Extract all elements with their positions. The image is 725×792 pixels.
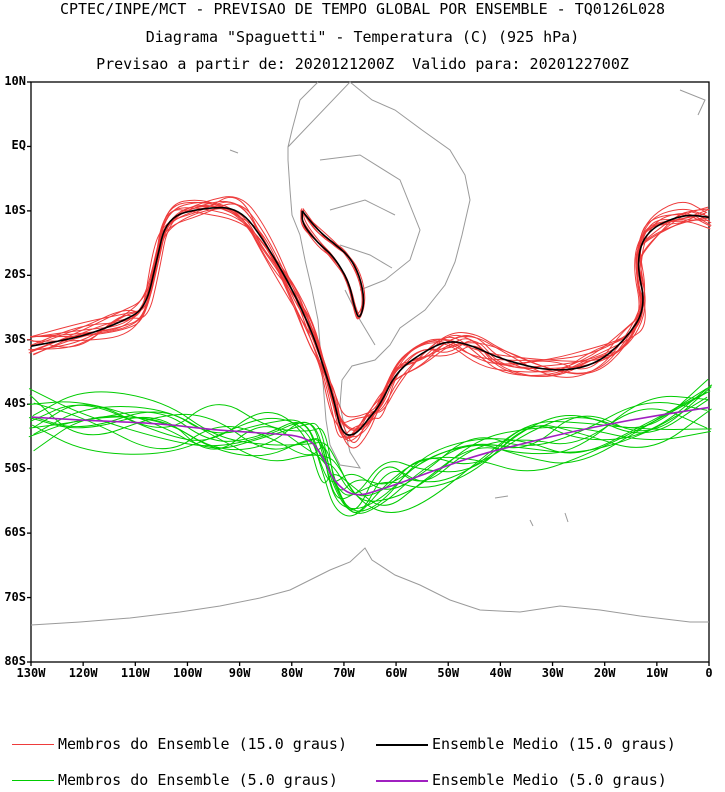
- lat-label-60S: 60S: [4, 525, 26, 540]
- coastlines: [30, 81, 709, 626]
- lon-label-10W: 10W: [646, 666, 668, 680]
- lat-label-50S: 50S: [4, 460, 26, 475]
- lon-label-100W: 100W: [173, 666, 202, 680]
- members-5-isolines: [28, 378, 713, 517]
- antarctica-coast: [30, 547, 709, 626]
- lon-label-110W: 110W: [120, 666, 150, 680]
- lon-label-90W: 90W: [228, 666, 251, 680]
- map-frame: [30, 81, 710, 663]
- member-15-isoline: [26, 205, 706, 439]
- lon-label-130W: 130W: [16, 666, 46, 680]
- lon-label-0: 0: [705, 666, 713, 680]
- lat-label-70S: 70S: [4, 589, 26, 604]
- legend-mean15-swatch: [376, 744, 428, 746]
- lat-label-40S: 40S: [4, 396, 26, 411]
- lat-label-80S: 80S: [4, 654, 26, 668]
- axis-ticks: [27, 81, 710, 666]
- member-15-isoline: [29, 203, 709, 431]
- member-5-isoline: [28, 388, 708, 510]
- member-5-isoline: [29, 395, 709, 506]
- lon-label-50W: 50W: [437, 666, 460, 680]
- mean-5-isoline: [30, 406, 710, 496]
- islands: [229, 89, 706, 527]
- lon-label-20W: 20W: [593, 666, 616, 680]
- legend-mean15-label: Ensemble Medio (15.0 graus): [432, 735, 676, 753]
- member-5-isoline: [32, 391, 711, 502]
- lon-label-40W: 40W: [489, 666, 512, 680]
- member-5-isoline: [31, 390, 711, 517]
- lon-label-70W: 70W: [333, 666, 355, 680]
- borders: [319, 154, 421, 346]
- lon-label-30W: 30W: [541, 666, 564, 680]
- chart-title: CPTEC/INPE/MCT - PREVISAO DE TEMPO GLOBA…: [59, 0, 666, 18]
- members-15-isolines: [26, 196, 712, 449]
- legend-members15-swatch: [12, 744, 54, 745]
- legend-members15-label: Membros do Ensemble (15.0 graus): [58, 735, 347, 753]
- legend-members5-label: Membros do Ensemble (5.0 graus): [58, 771, 338, 789]
- member-5-isoline: [29, 402, 708, 490]
- member-5-isoline: [33, 406, 712, 513]
- forecast-valid-time: Previsao a partir de: 2020121200Z Valido…: [96, 55, 629, 73]
- lat-label-20S: 20S: [4, 267, 26, 282]
- mean-15-isoline: [30, 206, 710, 436]
- member-15-isoline: [30, 199, 709, 423]
- lat-label-30S: 30S: [4, 331, 26, 346]
- legend-mean5-label: Ensemble Medio (5.0 graus): [432, 771, 667, 789]
- andes-mean-loop: [301, 210, 365, 318]
- member-5-isoline: [33, 384, 713, 513]
- lat-label-10S: 10S: [4, 202, 26, 217]
- member-15-isoline: [33, 208, 712, 442]
- lon-label-60W: 60W: [385, 666, 407, 680]
- lon-label-80W: 80W: [280, 666, 303, 680]
- lat-label-EQ: EQ: [11, 138, 26, 153]
- chart-subtitle: Diagrama "Spaguetti" - Temperatura (C) (…: [145, 28, 580, 46]
- lat-label-10N: 10N: [4, 74, 26, 88]
- lon-label-120W: 120W: [68, 666, 98, 680]
- member-15-isoline: [30, 201, 709, 438]
- member-5-isoline: [33, 408, 712, 500]
- legend-members5-swatch: [12, 780, 54, 781]
- legend-mean5-swatch: [376, 780, 428, 782]
